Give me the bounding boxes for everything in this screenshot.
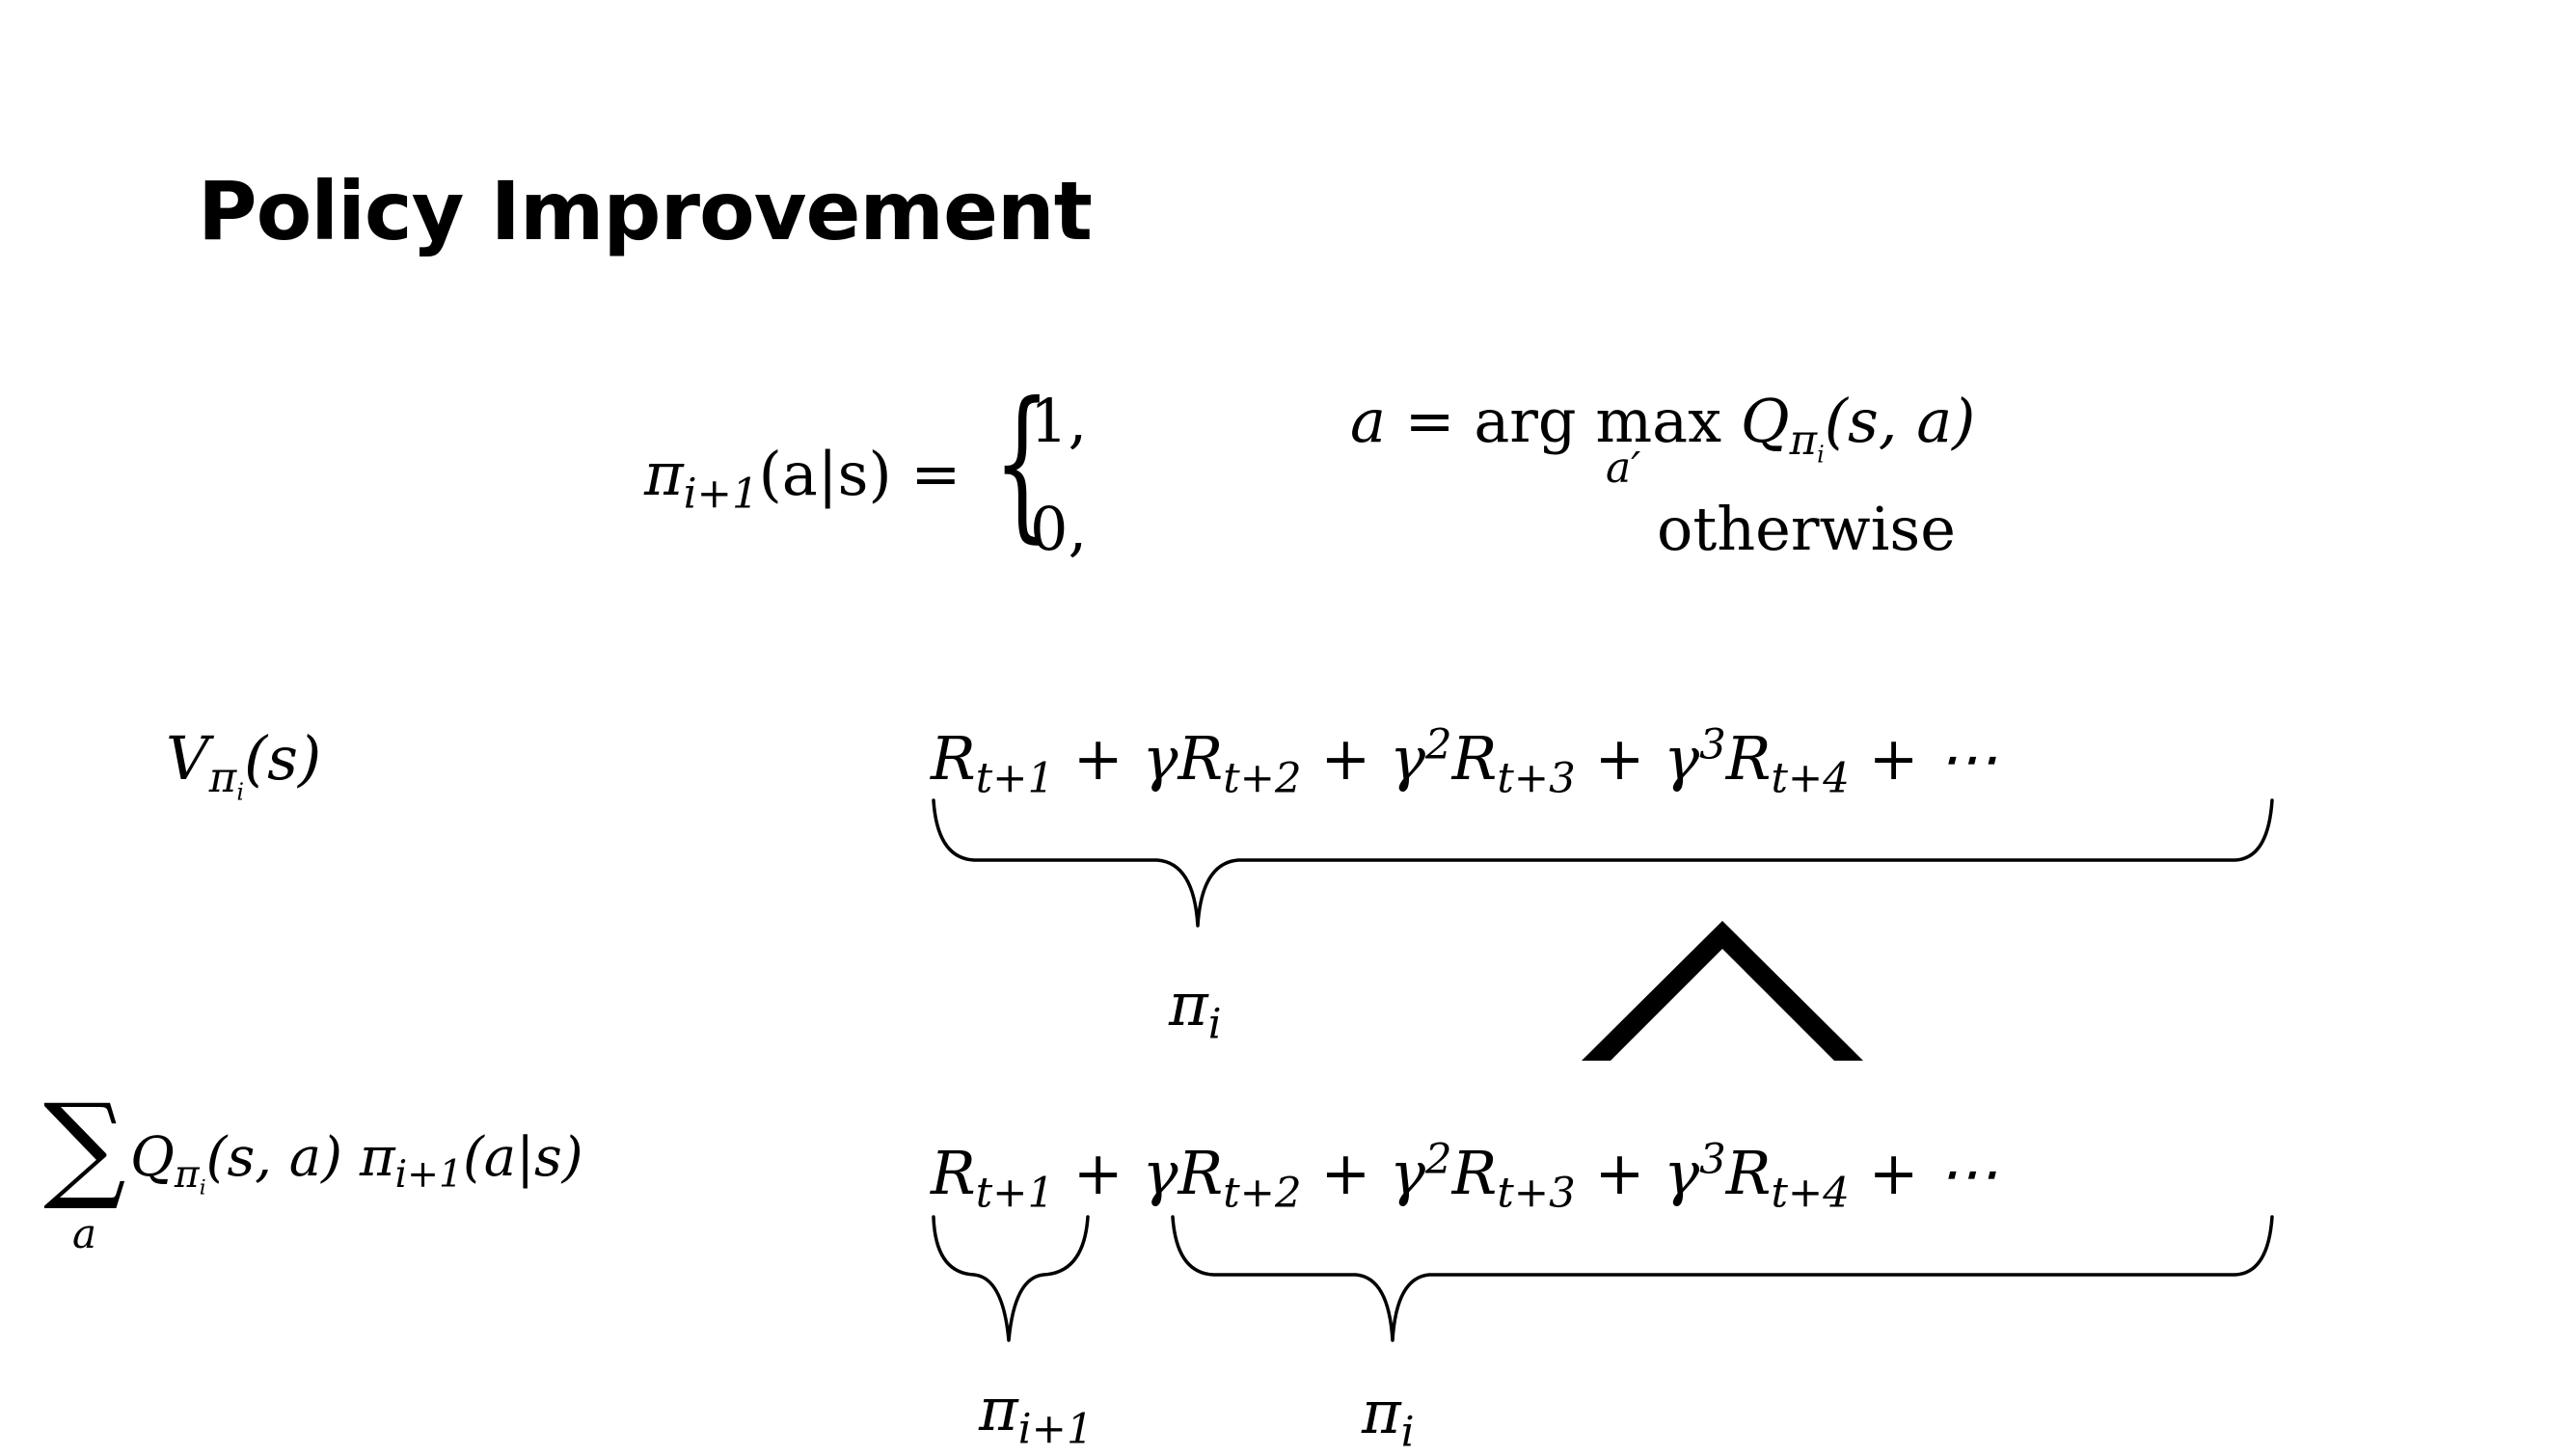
return-series-top: Rt+1 + γRt+2 + γ2Rt+3 + γ3Rt+4 + ⋯ xyxy=(931,720,1998,803)
greater-equal-wedge xyxy=(1582,921,1863,1061)
bottom-brace2-label: πi xyxy=(1362,1377,1415,1456)
case1-value: 1, xyxy=(1030,386,1088,456)
case2-condition: otherwise xyxy=(1657,494,1956,564)
cases-brace: { xyxy=(993,367,1051,558)
top-brace-label: πi xyxy=(1169,969,1222,1049)
bottom-brace1-label: πi+1 xyxy=(979,1374,1094,1454)
argmax-subscript: a′ xyxy=(1606,444,1641,493)
policy-lhs: πi+1(a|s) = xyxy=(644,439,961,519)
bottom-underbrace-2 xyxy=(1171,1215,2274,1342)
sum-symbol: ∑ xyxy=(43,1080,126,1214)
return-series-bottom: Rt+1 + γRt+2 + γ2Rt+3 + γ3Rt+4 + ⋯ xyxy=(931,1135,1998,1218)
case1-condition: a = arg max Qπi(s, a) xyxy=(1350,386,1976,469)
sum-index: a xyxy=(72,1210,97,1257)
q-sum-expression: Qπi(s, a) πi+1(a|s) xyxy=(130,1126,583,1200)
value-function-label: Vπi(s) xyxy=(166,723,322,806)
bottom-underbrace-1 xyxy=(932,1215,1090,1342)
case2-value: 0, xyxy=(1030,494,1088,564)
top-underbrace xyxy=(932,798,2274,928)
page-title: Policy Improvement xyxy=(198,164,1093,258)
